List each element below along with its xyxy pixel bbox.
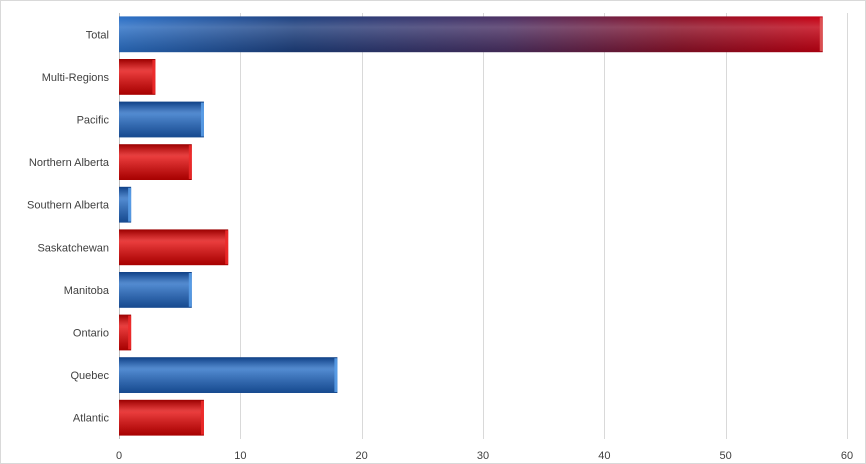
x-tick-labels: 0 10 20 30 40 50 60 [116, 450, 853, 462]
bar-shine-total [119, 16, 823, 53]
bar-edge-saskatchewan [225, 230, 229, 265]
bar-edge-southern-alberta [128, 187, 132, 222]
x-tick-label-60: 60 [841, 450, 853, 462]
bar-edge-manitoba [188, 273, 192, 307]
category-label-northern-alberta: Northern Alberta [29, 157, 110, 169]
bar-edge-pacific [200, 102, 204, 137]
bar-shine-quebec [119, 357, 338, 393]
x-tick-label-20: 20 [356, 450, 368, 462]
bars [119, 16, 823, 436]
x-tick-label-0: 0 [116, 450, 122, 462]
bar-shine-northern-alberta [119, 144, 192, 180]
bar-shine-atlantic [119, 399, 204, 436]
category-labels: Total Multi-Regions Pacific Northern Albert… [27, 29, 110, 424]
x-tick-label-50: 50 [720, 450, 732, 462]
category-label-pacific: Pacific [77, 115, 110, 127]
bar-shine-manitoba [119, 272, 192, 308]
x-tick-label-30: 30 [477, 450, 489, 462]
grid-lines [119, 13, 848, 439]
bar-shine-pacific [119, 101, 204, 138]
bar-edge-ontario [128, 315, 132, 350]
category-label-manitoba: Manitoba [64, 285, 110, 297]
category-label-quebec: Quebec [70, 370, 109, 382]
bar-shine-ontario [119, 314, 132, 351]
category-label-multi-regions: Multi-Regions [42, 72, 110, 84]
category-label-total: Total [86, 29, 109, 41]
bar-edge-northern-alberta [188, 145, 192, 179]
bar-edge-quebec [334, 358, 338, 392]
category-label-atlantic: Atlantic [73, 413, 110, 425]
bar-edge-total [819, 17, 823, 52]
category-label-saskatchewan: Saskatchewan [37, 242, 109, 254]
category-label-southern-alberta: Southern Alberta [27, 200, 110, 212]
bar-edge-atlantic [200, 400, 204, 435]
x-tick-label-40: 40 [598, 450, 610, 462]
x-tick-label-10: 10 [234, 450, 246, 462]
bar-shine-multi-regions [119, 59, 156, 95]
category-label-ontario: Ontario [73, 328, 109, 340]
bar-shine-southern-alberta [119, 186, 132, 223]
bar-edge-multi-regions [152, 60, 156, 94]
bar-shine-saskatchewan [119, 229, 229, 266]
